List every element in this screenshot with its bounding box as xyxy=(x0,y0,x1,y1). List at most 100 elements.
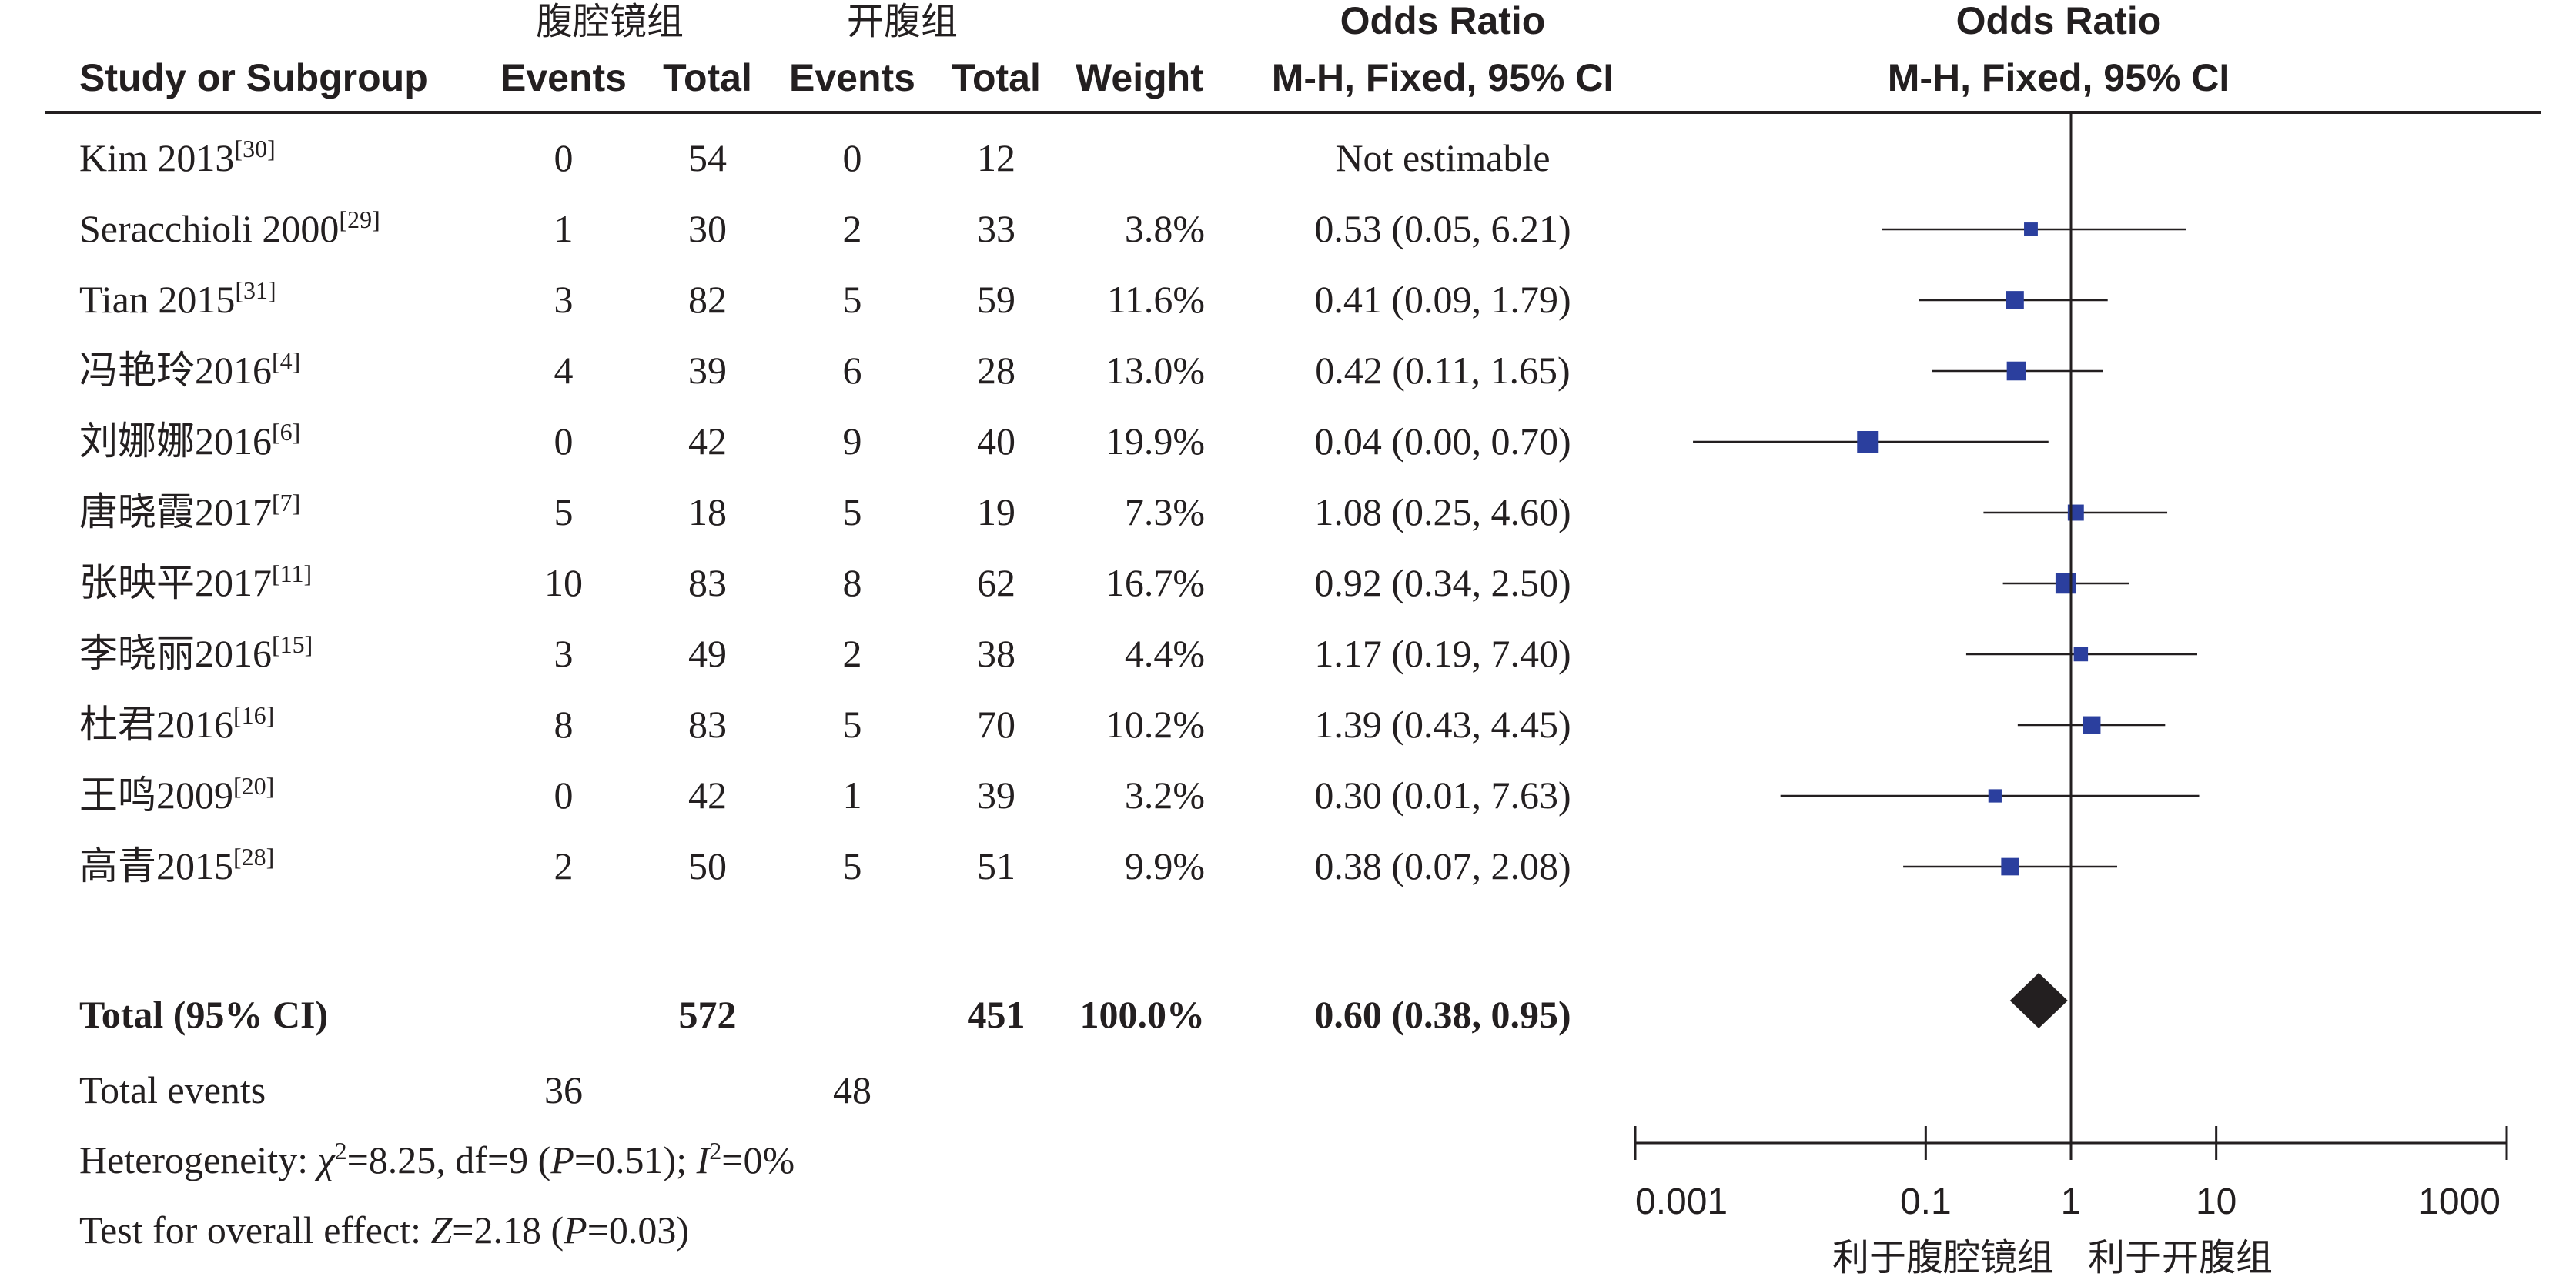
point-estimate xyxy=(1988,789,2002,803)
events1-cell: 3 xyxy=(554,632,574,675)
plot-method-header: M-H, Fixed, 95% CI xyxy=(1888,56,2230,99)
weight-cell: 9.9% xyxy=(1125,844,1205,887)
total1-cell: 39 xyxy=(688,349,727,392)
x-tick-label: 1 xyxy=(2061,1181,2082,1222)
weight-cell: 7.3% xyxy=(1125,490,1205,533)
study-name: Kim 2013[30] xyxy=(79,135,276,179)
events2-cell: 6 xyxy=(843,349,862,392)
favours-left-label: 利于腹腔镜组 xyxy=(1832,1236,2054,1279)
weight-cell: 3.8% xyxy=(1125,207,1205,250)
or-cell: 0.92 (0.34, 2.50) xyxy=(1314,561,1571,604)
study-ref: [20] xyxy=(233,772,274,800)
total-events2-value: 48 xyxy=(833,1068,871,1111)
study-ref: [15] xyxy=(272,630,313,658)
events1-cell: 5 xyxy=(554,490,574,533)
events1-cell: 0 xyxy=(554,419,574,463)
or-cell: 1.39 (0.43, 4.45) xyxy=(1314,703,1571,746)
total1-cell: 54 xyxy=(688,136,727,179)
total1-cell: 18 xyxy=(688,490,727,533)
total2-cell: 62 xyxy=(977,561,1015,604)
total1-column-header: Total xyxy=(663,56,752,99)
total2-cell: 28 xyxy=(977,349,1015,392)
x-tick-label: 0.001 xyxy=(1635,1181,1728,1222)
total1-cell: 49 xyxy=(688,632,727,675)
point-estimate xyxy=(1857,431,1879,453)
weight-cell: 16.7% xyxy=(1106,561,1205,604)
or-cell: 0.53 (0.05, 6.21) xyxy=(1314,207,1571,250)
events2-cell: 5 xyxy=(843,278,862,321)
study-name: Seracchioli 2000[29] xyxy=(79,206,380,250)
events1-cell: 4 xyxy=(554,349,574,392)
events2-cell: 5 xyxy=(843,703,862,746)
study-ref: [7] xyxy=(272,489,300,516)
total1-cell: 42 xyxy=(688,774,727,817)
forest-plot-area: 0.001 0.1 1 10 1000 利于腹腔镜组 利于开腹组 xyxy=(1634,112,2508,1279)
events1-cell: 8 xyxy=(554,703,574,746)
study-name: 唐晓霞2017[7] xyxy=(79,489,300,533)
total1-cell: 83 xyxy=(688,561,727,604)
events1-cell: 0 xyxy=(554,774,574,817)
total1-cell: 82 xyxy=(688,278,727,321)
or-cell: 0.38 (0.07, 2.08) xyxy=(1314,844,1571,887)
group2-header: 开腹组 xyxy=(847,0,958,43)
heterogeneity-text: Heterogeneity: χ2=8.25, df=9 (P=0.51); I… xyxy=(79,1137,795,1181)
total1-cell: 83 xyxy=(688,703,727,746)
weight-cell: 3.2% xyxy=(1125,774,1205,817)
overall-effect-text: Test for overall effect: Z=2.18 (P=0.03) xyxy=(79,1208,689,1252)
total-or: 0.60 (0.38, 0.95) xyxy=(1314,993,1571,1036)
total2-cell: 19 xyxy=(977,490,1015,533)
events1-cell: 10 xyxy=(544,561,583,604)
total2-cell: 59 xyxy=(977,278,1015,321)
weight-cell: 4.4% xyxy=(1125,632,1205,675)
x-tick-label: 1000 xyxy=(2418,1181,2501,1222)
events1-cell: 0 xyxy=(554,136,574,179)
or-cell: 0.42 (0.11, 1.65) xyxy=(1315,349,1570,392)
events2-cell: 1 xyxy=(843,774,862,817)
or-cell: Not estimable xyxy=(1335,136,1550,179)
events1-column-header: Events xyxy=(500,56,627,99)
total2-cell: 39 xyxy=(977,774,1015,817)
study-ref: [30] xyxy=(234,135,275,162)
total-events1-value: 36 xyxy=(544,1068,583,1111)
point-estimate xyxy=(2006,291,2024,309)
point-estimate xyxy=(2006,361,2026,381)
events2-cell: 2 xyxy=(843,207,862,250)
total1-cell: 30 xyxy=(688,207,727,250)
events2-cell: 0 xyxy=(843,136,862,179)
weight-cell: 19.9% xyxy=(1106,419,1205,463)
study-name: 冯艳玲2016[4] xyxy=(79,347,300,392)
study-name: 李晓丽2016[15] xyxy=(79,630,313,675)
total2-sum: 451 xyxy=(968,993,1025,1036)
events2-cell: 2 xyxy=(843,632,862,675)
total2-cell: 12 xyxy=(977,136,1015,179)
study-ref: [29] xyxy=(339,206,380,233)
point-estimate xyxy=(2001,857,2019,876)
or-cell: 0.04 (0.00, 0.70) xyxy=(1314,419,1571,463)
or-cell: 1.17 (0.19, 7.40) xyxy=(1314,632,1571,675)
total2-cell: 38 xyxy=(977,632,1015,675)
total1-cell: 50 xyxy=(688,844,727,887)
total1-cell: 42 xyxy=(688,419,727,463)
total-weight: 100.0% xyxy=(1080,993,1206,1036)
events1-cell: 1 xyxy=(554,207,574,250)
study-ref: [31] xyxy=(235,276,276,304)
point-estimate xyxy=(2073,647,2089,662)
study-ref: [16] xyxy=(233,701,274,729)
weight-column-header: Weight xyxy=(1076,56,1203,99)
or-cell: 1.08 (0.25, 4.60) xyxy=(1314,490,1571,533)
total-events-label: Total events xyxy=(79,1068,266,1111)
study-name: 刘娜娜2016[6] xyxy=(79,418,300,463)
events2-column-header: Events xyxy=(789,56,915,99)
study-name: 高青2015[28] xyxy=(79,843,274,887)
point-estimate xyxy=(2024,222,2038,236)
group1-header: 腹腔镜组 xyxy=(536,0,684,43)
study-rows: Kim 2013[30] 0 54 0 12 Not estimableSeracchio… xyxy=(79,135,1571,1036)
events2-cell: 5 xyxy=(843,490,862,533)
study-name: 张映平2017[11] xyxy=(79,560,312,604)
or-cell: 0.30 (0.01, 7.63) xyxy=(1314,774,1571,817)
summary-footer: Total events 36 48 Heterogeneity: χ2=8.2… xyxy=(79,1068,871,1252)
x-tick-label: 0.1 xyxy=(1900,1181,1952,1222)
total1-sum: 572 xyxy=(679,993,737,1036)
events1-cell: 2 xyxy=(554,844,574,887)
